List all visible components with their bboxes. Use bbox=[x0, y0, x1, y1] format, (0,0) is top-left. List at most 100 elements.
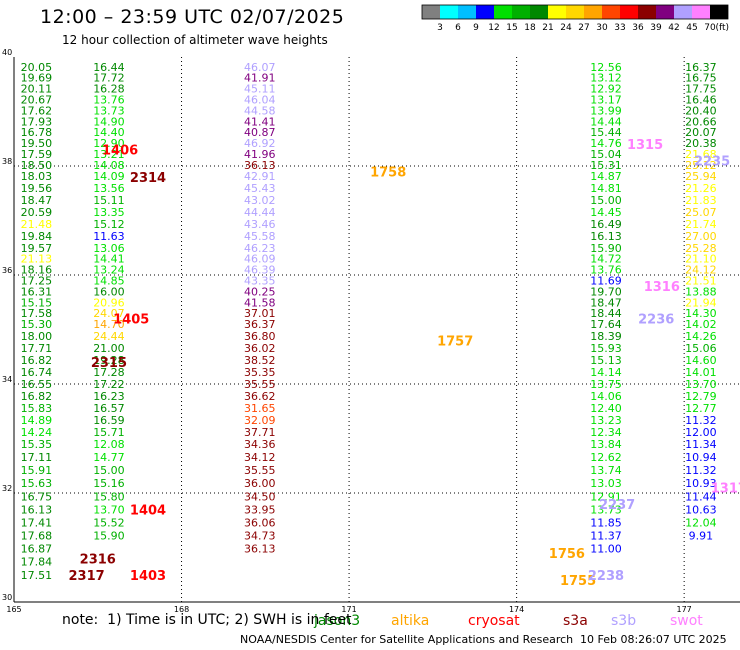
legend-label: 15 bbox=[506, 23, 517, 33]
legend-color-swatch bbox=[710, 5, 728, 19]
wave-height-value: 15.30 bbox=[21, 318, 53, 331]
legend-color-swatch bbox=[584, 5, 602, 19]
wave-height-value: 21.74 bbox=[685, 218, 717, 231]
pass-time-label: 2236 bbox=[638, 313, 674, 328]
wave-height-value: 16.13 bbox=[21, 503, 53, 516]
y-tick-label: 34 bbox=[2, 375, 12, 384]
wave-height-value: 45.43 bbox=[244, 182, 276, 195]
wave-height-value: 13.21 bbox=[93, 148, 125, 161]
pass-time-label: 1405 bbox=[113, 313, 149, 328]
wave-height-value: 21.51 bbox=[685, 274, 717, 287]
wave-height-value: 17.11 bbox=[21, 451, 53, 464]
legend-color-swatch bbox=[656, 5, 674, 19]
legend-color-swatch bbox=[530, 5, 548, 19]
wave-height-value: 14.90 bbox=[93, 115, 125, 128]
legend-color-swatch bbox=[602, 5, 620, 19]
wave-height-value: 16.74 bbox=[21, 366, 53, 379]
wave-height-value: 15.90 bbox=[590, 242, 622, 255]
wave-height-value: 12.90 bbox=[93, 137, 125, 150]
wave-height-value: 25.28 bbox=[685, 242, 717, 255]
wave-height-value: 41.91 bbox=[244, 72, 276, 85]
wave-height-value: 18.44 bbox=[590, 307, 622, 320]
pass-time-label: 2237 bbox=[599, 498, 635, 513]
wave-height-value: 46.04 bbox=[244, 94, 276, 107]
wave-height-value: 17.62 bbox=[21, 104, 53, 117]
wave-height-value: 14.08 bbox=[93, 159, 125, 172]
wave-height-value: 12.40 bbox=[590, 402, 622, 415]
wave-height-value: 17.28 bbox=[93, 366, 125, 379]
wave-height-value: 20.67 bbox=[21, 94, 53, 107]
wave-height-value: 18.16 bbox=[21, 264, 53, 277]
pass-time-label: 1406 bbox=[102, 144, 138, 159]
wave-height-value: 11.44 bbox=[685, 490, 717, 503]
wave-height-value: 11.63 bbox=[93, 230, 125, 243]
wave-height-value: 36.00 bbox=[244, 477, 276, 490]
wave-height-value: 21.13 bbox=[21, 253, 53, 266]
wave-height-value: 13.70 bbox=[93, 503, 125, 516]
pass-time-label: 2314 bbox=[130, 171, 166, 186]
wave-height-value: 16.55 bbox=[21, 378, 53, 391]
satellite-legend-jason3: jason3 bbox=[313, 613, 360, 629]
legend-border bbox=[421, 4, 729, 20]
wave-height-value: 13.17 bbox=[590, 94, 622, 107]
wave-height-value: 36.80 bbox=[244, 330, 276, 343]
wave-height-value: 21.10 bbox=[685, 253, 717, 266]
wave-height-value: 20.59 bbox=[21, 206, 53, 219]
x-tick-label: 171 bbox=[341, 605, 356, 614]
x-tick-label: 168 bbox=[174, 605, 189, 614]
legend-label: 21 bbox=[542, 23, 553, 33]
wave-height-value: 14.26 bbox=[685, 330, 717, 343]
wave-height-value: 46.09 bbox=[244, 253, 276, 266]
wave-height-value: 37.01 bbox=[244, 307, 276, 320]
wave-height-value: 15.93 bbox=[590, 342, 622, 355]
wave-height-value: 14.89 bbox=[21, 414, 53, 427]
legend-label: 33 bbox=[614, 23, 625, 33]
wave-height-value: 34.73 bbox=[244, 530, 276, 543]
wave-height-value: 41.96 bbox=[244, 148, 276, 161]
wave-height-value: 14.30 bbox=[685, 307, 717, 320]
wave-height-value: 37.71 bbox=[244, 426, 276, 439]
legend-color-swatch bbox=[458, 5, 476, 19]
wave-height-value: 16.87 bbox=[21, 543, 53, 556]
wave-height-value: 43.02 bbox=[244, 194, 276, 207]
footer-note: note: 1) Time is in UTC; 2) SWH is in fe… bbox=[62, 612, 352, 628]
wave-height-value: 14.45 bbox=[590, 206, 622, 219]
wave-height-value: 42.91 bbox=[244, 170, 276, 183]
wave-height-value: 18.00 bbox=[21, 330, 53, 343]
wave-height-value: 36.06 bbox=[244, 516, 276, 529]
wave-height-value: 46.23 bbox=[244, 242, 276, 255]
wave-height-value: 44.58 bbox=[244, 104, 276, 117]
wave-height-value: 27.00 bbox=[685, 230, 717, 243]
x-tick-label: 174 bbox=[509, 605, 524, 614]
wave-height-value: 46.39 bbox=[244, 264, 276, 277]
wave-height-value: 13.70 bbox=[685, 378, 717, 391]
legend-label: 45 bbox=[686, 23, 697, 33]
wave-height-value: 15.35 bbox=[21, 438, 53, 451]
wave-height-value: 14.85 bbox=[93, 274, 125, 287]
wave-height-value: 36.37 bbox=[244, 318, 276, 331]
wave-height-value: 40.25 bbox=[244, 285, 276, 298]
wave-height-value: 15.80 bbox=[93, 490, 125, 503]
wave-height-value: 35.55 bbox=[244, 464, 276, 477]
wave-height-value: 19.84 bbox=[21, 230, 53, 243]
wave-height-value: 16.82 bbox=[21, 390, 53, 403]
wave-height-value: 34.50 bbox=[244, 490, 276, 503]
wave-height-value: 15.91 bbox=[21, 464, 53, 477]
wave-height-value: 41.58 bbox=[244, 296, 276, 309]
wave-height-value: 24.12 bbox=[685, 264, 717, 277]
wave-height-value: 17.84 bbox=[21, 556, 53, 569]
legend-color-swatch bbox=[422, 5, 440, 19]
wave-height-value: 11.32 bbox=[685, 414, 717, 427]
wave-height-value: 11.37 bbox=[590, 530, 622, 543]
wave-height-value: 46.92 bbox=[244, 137, 276, 150]
wave-height-value: 45.58 bbox=[244, 230, 276, 243]
wave-height-value: 34.12 bbox=[244, 451, 276, 464]
wave-height-value: 20.66 bbox=[685, 115, 717, 128]
wave-height-value: 15.04 bbox=[590, 148, 622, 161]
wave-height-value: 15.83 bbox=[21, 402, 53, 415]
wave-height-value: 18.39 bbox=[590, 330, 622, 343]
wave-height-value: 21.83 bbox=[685, 194, 717, 207]
wave-height-value: 13.12 bbox=[590, 72, 622, 85]
